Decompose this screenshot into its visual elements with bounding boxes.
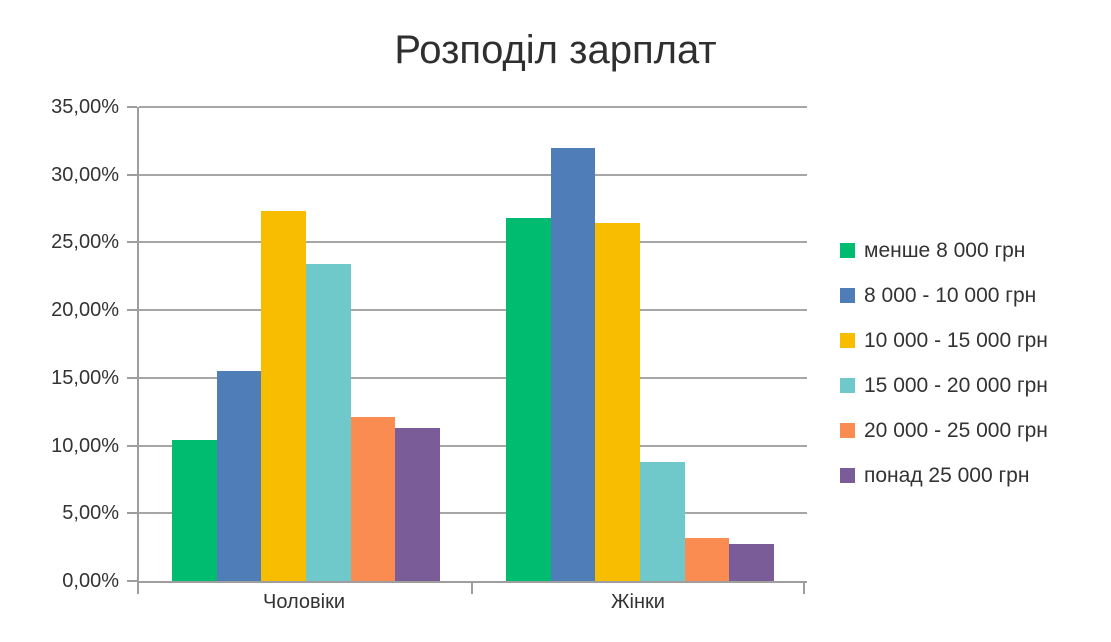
legend-swatch-icon [840,468,855,483]
gridline [139,106,807,108]
legend-item: 15 000 - 20 000 грн [840,373,1048,397]
gridline [139,309,807,312]
legend-item: 10 000 - 15 000 грн [840,328,1048,352]
y-axis-label: 25,00% [51,231,119,254]
y-axis-tick [127,241,137,244]
y-axis-tick [127,106,137,108]
gridline [139,241,807,244]
gridline [139,173,807,176]
x-axis-label: Жінки [611,591,665,613]
legend-swatch-icon [840,378,855,393]
y-axis-tick [127,580,137,582]
gridline [139,512,807,515]
y-axis-label: 15,00% [51,366,119,389]
bar [506,218,551,581]
y-axis-label: 0,00% [62,570,119,592]
bar-group-2 [473,107,807,581]
plot-area [137,106,807,583]
bar [261,211,307,581]
bars-layer [139,107,807,581]
legend-swatch-icon [840,243,855,258]
bar [550,147,596,581]
legend-swatch-icon [840,333,855,348]
legend-swatch-icon [840,288,855,303]
legend: менше 8 000 грн 8 000 - 10 000 грн 10 000 … [840,238,1048,510]
legend-label: понад 25 000 грн [864,463,1030,487]
legend-item: менше 8 000 грн [840,238,1048,262]
bar [595,223,641,581]
bar-group-1 [139,107,473,581]
y-axis-label: 10,00% [51,434,119,457]
bar [172,440,217,581]
bar [640,461,685,581]
legend-item: 20 000 - 25 000 грн [840,418,1048,442]
legend-label: 20 000 - 25 000 грн [864,418,1048,442]
x-axis-tick [137,581,139,594]
y-axis-tick [127,444,137,447]
legend-label: 8 000 - 10 000 грн [864,283,1037,307]
bar [729,544,775,581]
legend-swatch-icon [840,423,855,438]
y-axis-tick [127,309,137,312]
y-axis-label: 5,00% [62,502,119,525]
bar [306,264,351,581]
gridline [139,376,807,379]
x-axis-label: Чоловіки [262,591,346,613]
legend-label: 15 000 - 20 000 грн [864,373,1048,397]
gridline [139,444,807,447]
bar [395,427,441,581]
legend-label: 10 000 - 15 000 грн [864,328,1048,352]
y-axis-label: 35,00% [51,96,119,118]
bar [684,537,730,581]
legend-label: менше 8 000 грн [864,238,1026,262]
y-axis-label: 20,00% [51,299,119,322]
legend-item: 8 000 - 10 000 грн [840,283,1048,307]
y-axis-tick [127,512,137,515]
x-axis-tick [471,581,473,594]
y-axis-tick [127,376,137,379]
bar [350,417,396,581]
bar [216,371,262,581]
y-axis-label: 30,00% [51,163,119,186]
chart-title: Розподіл зарплат [394,28,717,72]
legend-item: понад 25 000 грн [840,463,1048,487]
y-axis-tick [127,173,137,176]
x-axis-tick [803,581,805,594]
